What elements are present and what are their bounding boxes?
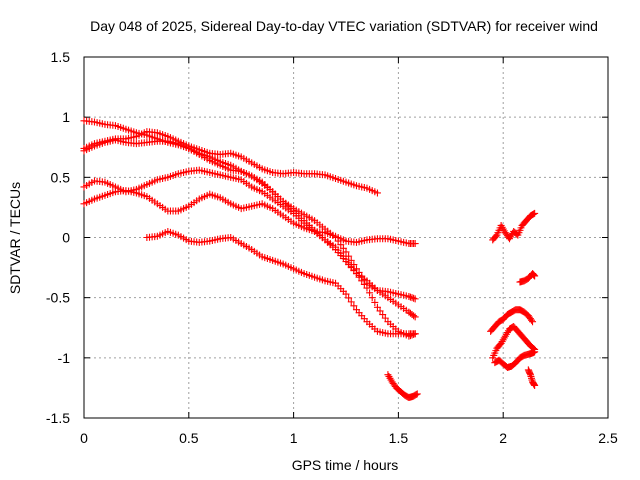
data-point [379, 311, 387, 319]
grid-layer [84, 57, 608, 418]
chart-title: Day 048 of 2025, Sidereal Day-to-day VTE… [90, 18, 598, 34]
data-point [408, 294, 416, 302]
data-point [350, 302, 358, 310]
data-point [347, 298, 355, 306]
data-point [337, 241, 345, 249]
data-point [531, 348, 539, 356]
data-point [339, 244, 347, 252]
y-tick-label: 0 [62, 230, 70, 246]
data-point [529, 318, 537, 326]
series-cluster-k [489, 323, 539, 362]
x-tick-label: 0.5 [179, 430, 199, 446]
series-track-g [384, 371, 421, 402]
data-point [371, 298, 379, 306]
data-point [376, 307, 384, 315]
data-point [413, 390, 421, 398]
data-point [345, 294, 353, 302]
data-point [531, 382, 539, 390]
data-point [373, 303, 381, 311]
data-point [405, 292, 413, 300]
data-points [80, 117, 539, 402]
y-tick-label: -1 [58, 350, 71, 366]
data-point [410, 312, 418, 320]
data-point [366, 289, 374, 297]
data-point [531, 272, 539, 280]
series-cluster-h [489, 209, 539, 244]
data-point [345, 259, 353, 267]
data-point [363, 284, 371, 292]
data-point [412, 391, 420, 399]
data-point [358, 277, 366, 285]
data-point [355, 273, 363, 281]
data-point [342, 290, 350, 298]
data-point [530, 210, 538, 218]
y-tick-label: -0.5 [46, 290, 70, 306]
y-tick-label: -1.5 [46, 410, 70, 426]
data-point [406, 293, 414, 301]
x-tick-label: 2.5 [598, 430, 618, 446]
series-cluster-j [487, 306, 537, 335]
x-axis-label: GPS time / hours [292, 457, 399, 473]
data-point [410, 294, 418, 302]
data-point [342, 248, 350, 256]
data-point [381, 314, 389, 322]
series-cluster-m [524, 366, 539, 390]
data-point [492, 232, 500, 240]
x-tick-label: 2 [499, 430, 507, 446]
data-point [411, 330, 419, 338]
series-cluster-l [491, 348, 539, 371]
y-axis-label: SDTVAR / TECUs [7, 182, 23, 294]
data-point [360, 280, 368, 288]
data-point [342, 255, 350, 263]
data-point [411, 313, 419, 321]
x-tick-label: 1.5 [389, 430, 409, 446]
data-point [527, 316, 535, 324]
y-tick-labels: -1.5 -1 -0.5 0 0.5 1 1.5 [46, 49, 70, 426]
data-point [368, 294, 376, 302]
x-tick-label: 0 [80, 430, 88, 446]
y-tick-label: 0.5 [51, 169, 71, 185]
series-cluster-i [516, 270, 539, 286]
data-point [373, 189, 381, 197]
series-track-e [80, 187, 419, 248]
data-point [411, 295, 419, 303]
data-point [352, 270, 360, 278]
series-track-f [143, 227, 419, 338]
ticks-layer [83, 56, 609, 419]
data-point [411, 240, 419, 248]
data-point [347, 262, 355, 270]
y-tick-label: 1.5 [51, 49, 71, 65]
x-tick-label: 1 [290, 430, 298, 446]
x-tick-labels: 0 0.5 1 1.5 2 2.5 [80, 430, 618, 446]
y-tick-label: 1 [62, 109, 70, 125]
data-point [350, 266, 358, 274]
data-point [531, 209, 539, 217]
